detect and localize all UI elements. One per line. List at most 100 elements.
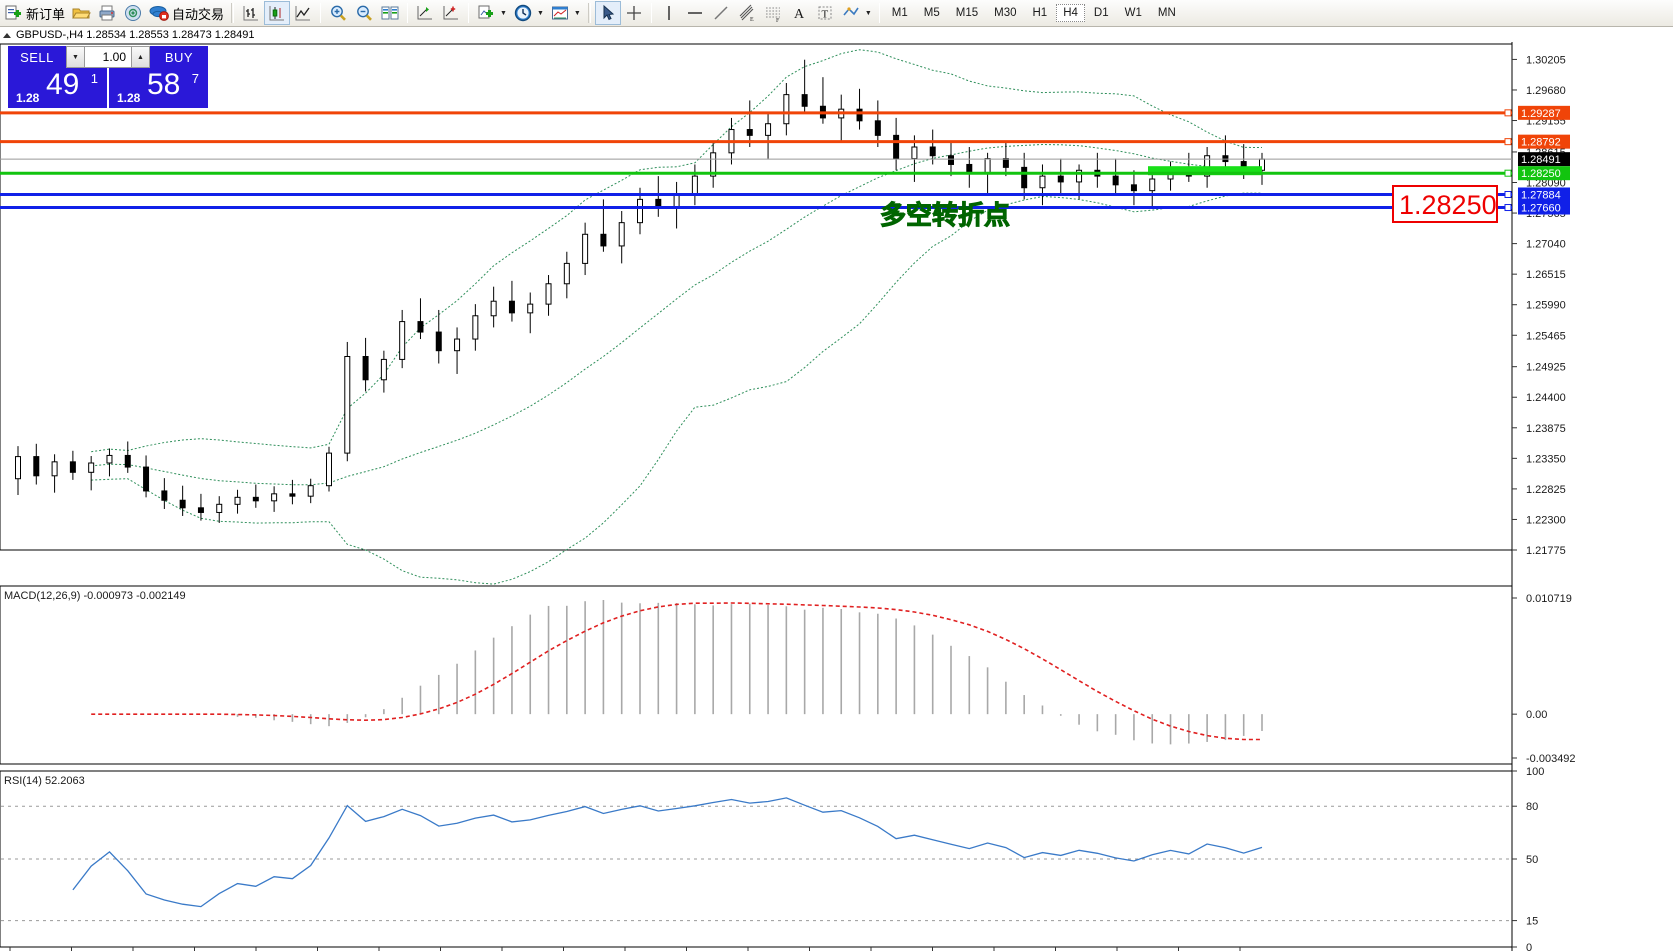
price-tick-label: 1.24925 — [1526, 362, 1566, 374]
candle-body — [399, 321, 406, 360]
autotrading-label: 自动交易 — [172, 6, 225, 22]
folder-button[interactable] — [68, 1, 94, 25]
candle-body — [984, 158, 991, 174]
timeframe-h4[interactable]: H4 — [1056, 4, 1085, 22]
chevron-down-icon[interactable]: ▼ — [500, 9, 507, 17]
candle-body — [271, 493, 278, 502]
buy-price-button[interactable]: 1.28 58 7 — [109, 68, 208, 108]
hline-anchor-handle[interactable] — [1504, 190, 1512, 198]
shapes-button[interactable]: ▼ — [838, 1, 875, 25]
equidistant-channel-button[interactable]: E — [734, 1, 760, 25]
autotrading-button[interactable]: 自动交易 — [146, 1, 227, 25]
price-tick-label: 1.24400 — [1526, 392, 1566, 404]
price-tick-label: 1.30205 — [1526, 54, 1566, 66]
crosshair-button[interactable] — [621, 1, 647, 25]
vertical-line-button[interactable] — [656, 1, 682, 25]
timeframe-w1[interactable]: W1 — [1124, 7, 1142, 19]
periods-button[interactable]: ▼ — [510, 1, 547, 25]
trendline-button[interactable] — [708, 1, 734, 25]
buy-label[interactable]: BUY — [150, 46, 208, 68]
new-order-button[interactable]: 新订单 — [0, 1, 68, 25]
svg-text:T: T — [821, 9, 828, 21]
price-pane[interactable] — [0, 43, 1513, 551]
indicators-icon — [441, 3, 461, 23]
price-tag-last-price-tag[interactable] — [1518, 152, 1570, 167]
price-level-tags: 1.29287 1.28792 1.28491 1.28250 1.27884 1.276… — [1518, 105, 1570, 215]
chevron-down-icon-3[interactable]: ▼ — [573, 9, 581, 17]
zoom-out-button[interactable] — [351, 1, 377, 25]
collapse-triangle-icon[interactable] — [3, 32, 11, 38]
candle-body — [252, 496, 259, 502]
candle-body — [326, 452, 332, 487]
volume-increase-button[interactable]: ▲ — [131, 46, 150, 68]
timeframe-h1[interactable]: H1 — [1032, 7, 1048, 19]
red-annotation-box[interactable] — [1392, 185, 1498, 223]
timeframe-m1[interactable]: M1 — [891, 7, 908, 19]
timeframe-d1[interactable]: D1 — [1093, 7, 1109, 19]
candle-body — [344, 356, 351, 454]
candle-body — [234, 496, 241, 505]
sell-price-button[interactable]: 1.28 49 1 — [8, 68, 107, 108]
hline-anchor-handle[interactable] — [1504, 169, 1512, 177]
horizontal-line-button[interactable] — [682, 1, 708, 25]
timeframe-mn[interactable]: MN — [1157, 7, 1176, 19]
timeframe-m15[interactable]: M15 — [955, 7, 979, 19]
tile-windows-button[interactable] — [377, 1, 403, 25]
sell-label[interactable]: SELL — [8, 46, 66, 68]
price-tag-label: 1.29287 — [1521, 108, 1561, 120]
text-button[interactable]: A — [786, 1, 812, 25]
bar-chart-button[interactable] — [238, 1, 264, 25]
toolbar-separator-5 — [878, 3, 880, 23]
svg-text:F: F — [776, 18, 780, 23]
price-tag-label: 1.27660 — [1521, 203, 1561, 215]
candle-body — [380, 358, 387, 381]
price-tag-hline-tag[interactable] — [1518, 187, 1570, 202]
candle-body — [637, 198, 643, 224]
globe-button[interactable] — [120, 1, 146, 25]
toolbar-separator-3 — [468, 3, 470, 23]
candlestick-chart-button[interactable] — [264, 1, 291, 25]
timeframe-m5[interactable]: M5 — [923, 7, 940, 19]
print-button[interactable] — [94, 1, 120, 25]
toolbar-separator-4 — [650, 3, 652, 23]
toolbar-grip-2[interactable] — [587, 3, 591, 23]
new-order-label: 新订单 — [26, 6, 66, 22]
hline-anchor-handle[interactable] — [1504, 109, 1512, 117]
hline-anchor-handle[interactable] — [1504, 138, 1512, 146]
chevron-down-icon-4[interactable]: ▼ — [864, 9, 872, 17]
symbol-info-bar: GBPUSD-,H4 1.28534 1.28553 1.28473 1.284… — [0, 28, 1673, 42]
macd-pane[interactable] — [0, 585, 1513, 765]
new-chart-button[interactable]: ▼ — [473, 1, 510, 25]
text-icon: A — [789, 3, 809, 23]
indicators-button[interactable] — [438, 1, 464, 25]
chart-canvas[interactable]: 1.302051.296801.291551.286151.280901.275… — [0, 42, 1673, 951]
volume-decrease-button[interactable]: ▼ — [66, 46, 85, 68]
data-window-button[interactable] — [412, 1, 438, 25]
line-chart-button[interactable] — [290, 1, 316, 25]
volume-input[interactable]: 1.00 — [85, 46, 131, 68]
svg-text:E: E — [750, 17, 754, 23]
chevron-down-icon-2[interactable]: ▼ — [536, 9, 544, 17]
price-tick-label: 1.22300 — [1526, 514, 1566, 526]
price-tag-hline-tag[interactable] — [1518, 105, 1570, 120]
macd-label: MACD(12,26,9) -0.000973 -0.002149 — [4, 590, 186, 602]
toolbar-grip[interactable] — [231, 3, 235, 23]
cursor-button[interactable] — [594, 1, 621, 25]
rsi-pane[interactable] — [0, 770, 1513, 948]
candle-body — [856, 108, 863, 122]
support-zone-box[interactable] — [1148, 166, 1262, 176]
label-button[interactable]: T — [812, 1, 838, 25]
timeframe-m30[interactable]: M30 — [994, 7, 1017, 19]
price-tag-hline-tag[interactable] — [1518, 134, 1570, 149]
fibonacci-button[interactable]: F — [760, 1, 786, 25]
price-tag-hline-tag[interactable] — [1518, 166, 1570, 181]
templates-button[interactable]: ▼ — [547, 1, 584, 25]
zoom-in-button[interactable] — [325, 1, 351, 25]
bollinger-lower — [91, 192, 1262, 585]
hline-anchor-handle[interactable] — [1504, 204, 1512, 212]
candle-body — [1204, 155, 1211, 177]
candle-body — [710, 152, 717, 177]
candle-body — [1130, 184, 1137, 192]
price-tag-hline-tag[interactable] — [1518, 200, 1570, 215]
folder-icon — [71, 3, 91, 23]
